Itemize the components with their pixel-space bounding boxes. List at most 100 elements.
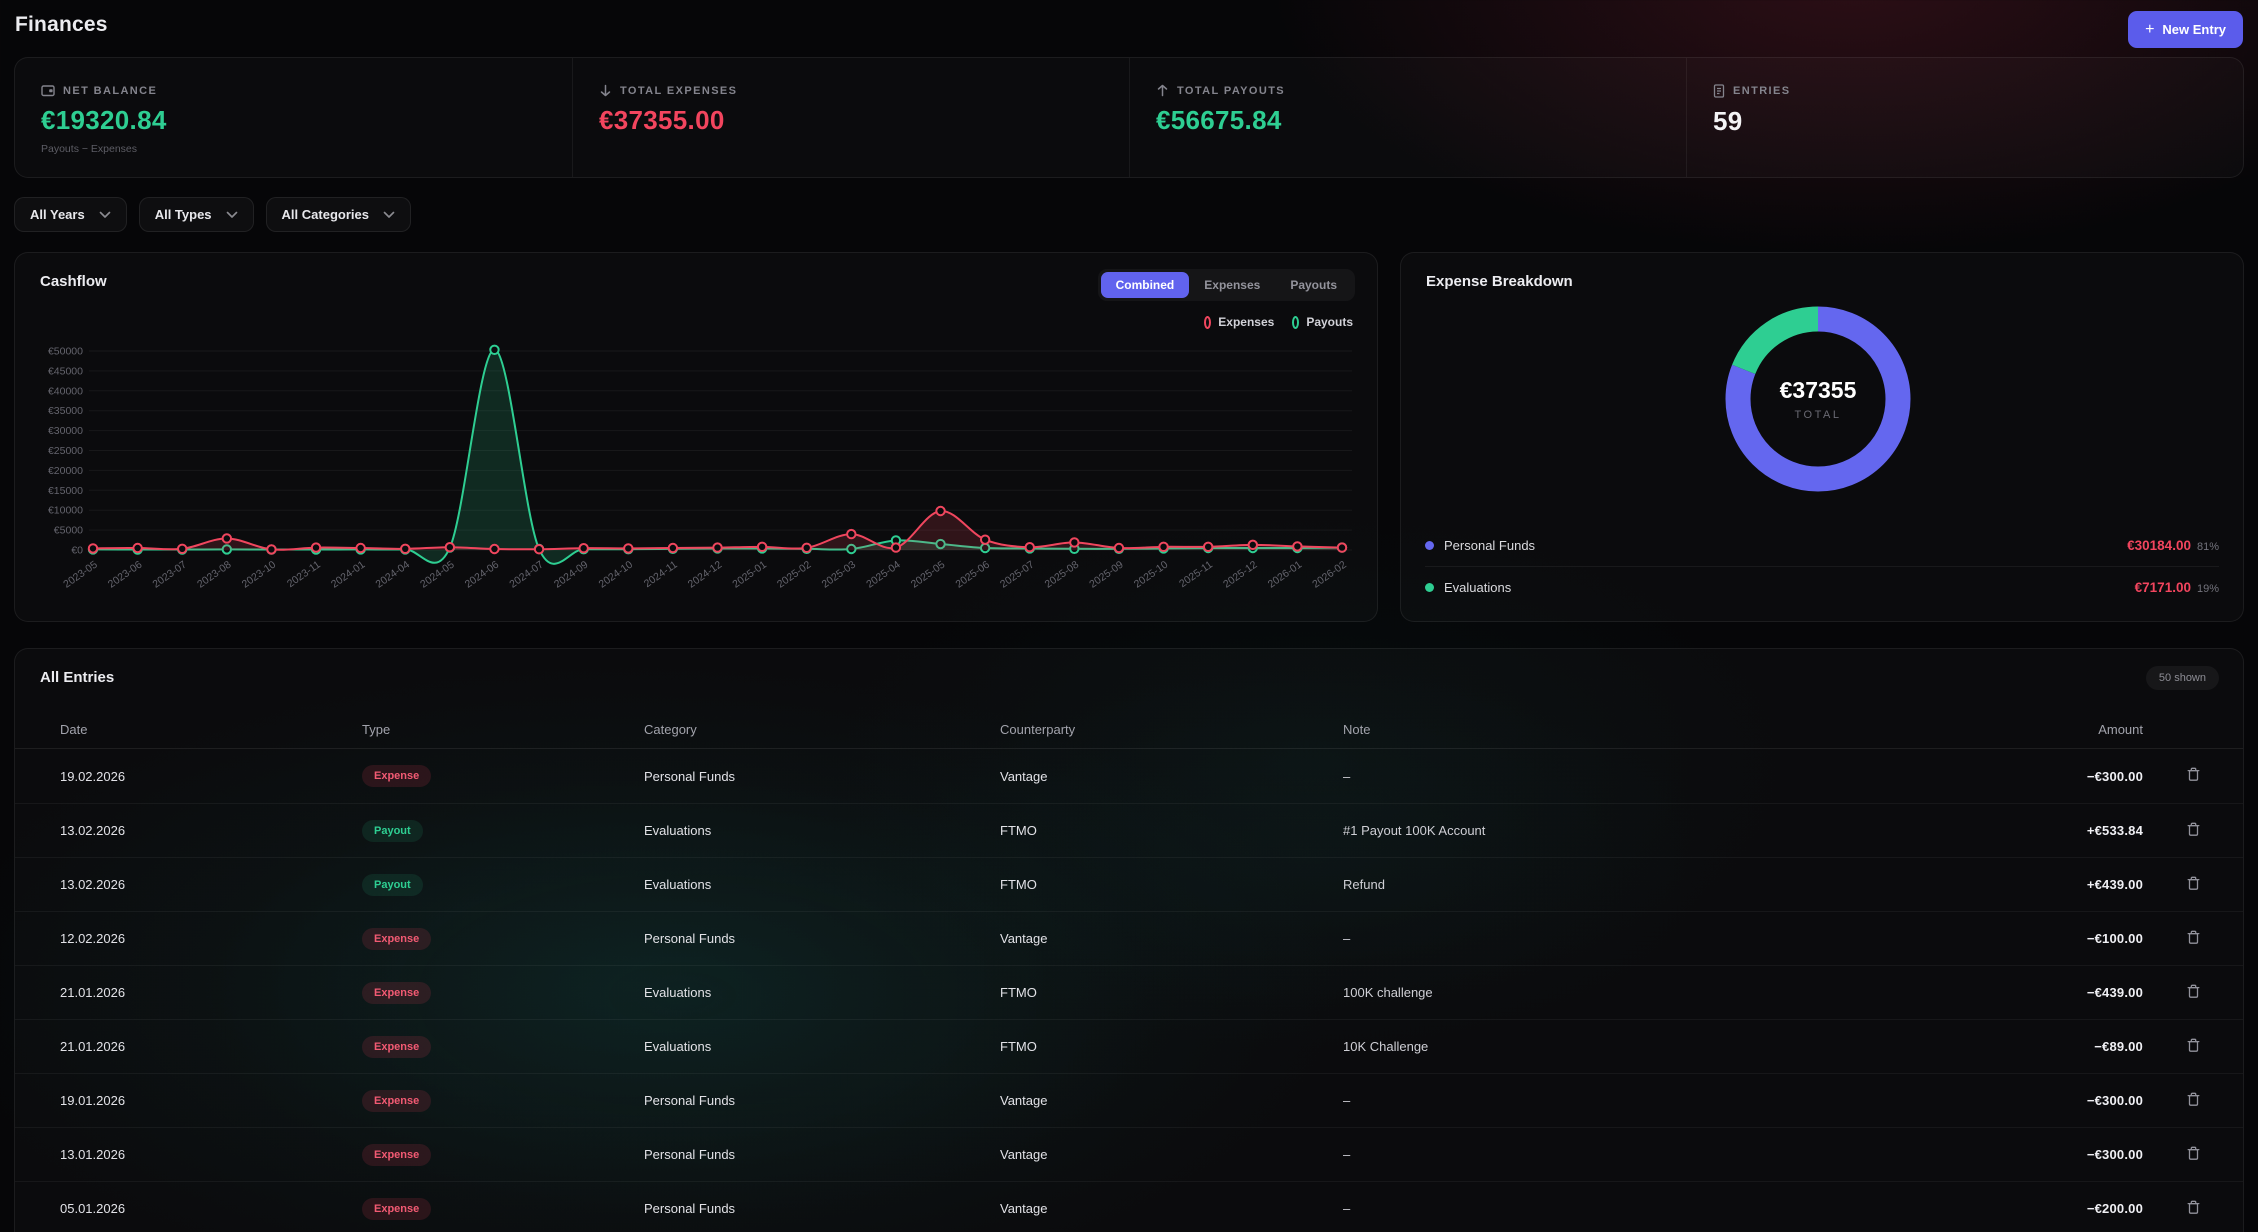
plus-icon: + bbox=[2145, 20, 2155, 38]
svg-text:€40000: €40000 bbox=[48, 385, 83, 397]
arrow-down-icon bbox=[600, 84, 611, 97]
delete-entry-button[interactable] bbox=[2182, 979, 2205, 1007]
svg-text:2024-04: 2024-04 bbox=[374, 559, 413, 591]
svg-text:2026-01: 2026-01 bbox=[1266, 559, 1305, 591]
svg-text:2023-07: 2023-07 bbox=[150, 559, 189, 591]
category-dot-icon bbox=[1425, 541, 1434, 550]
svg-text:2025-02: 2025-02 bbox=[775, 559, 814, 591]
svg-text:2025-08: 2025-08 bbox=[1043, 559, 1082, 591]
svg-text:€45000: €45000 bbox=[48, 365, 83, 377]
filter-label: All Categories bbox=[281, 207, 369, 222]
entry-type-badge: Expense bbox=[362, 1197, 432, 1220]
entry-counterparty: Vantage bbox=[1000, 931, 1048, 946]
stat-value: 59 bbox=[1713, 106, 1743, 136]
svg-text:2024-12: 2024-12 bbox=[686, 559, 725, 591]
column-header-note: Note bbox=[1343, 722, 1371, 737]
svg-text:2023-05: 2023-05 bbox=[61, 559, 100, 591]
table-row: 12.02.2026 Expense Personal Funds Vantag… bbox=[15, 911, 2243, 965]
entry-note: Refund bbox=[1343, 877, 1385, 892]
entry-amount: +€439.00 bbox=[2086, 877, 2143, 892]
entry-counterparty: Vantage bbox=[1000, 1147, 1048, 1162]
delete-entry-button[interactable] bbox=[2182, 1087, 2205, 1115]
entry-note: – bbox=[1343, 1201, 1351, 1216]
list-icon bbox=[1713, 84, 1725, 98]
filter-label: All Years bbox=[30, 207, 85, 222]
chevron-down-icon bbox=[99, 211, 111, 218]
delete-entry-button[interactable] bbox=[2182, 817, 2205, 845]
table-row: 05.01.2026 Expense Personal Funds Vantag… bbox=[15, 1181, 2243, 1232]
new-entry-button[interactable]: + New Entry bbox=[2128, 11, 2243, 48]
filter-dropdown-all-years[interactable]: All Years bbox=[14, 197, 127, 232]
delete-entry-button[interactable] bbox=[2182, 871, 2205, 899]
svg-text:2025-05: 2025-05 bbox=[909, 559, 948, 591]
entry-note: #1 Payout 100K Account bbox=[1343, 823, 1486, 838]
svg-text:2025-01: 2025-01 bbox=[730, 559, 769, 591]
category-label: Evaluations bbox=[1444, 579, 1512, 595]
table-row: 19.01.2026 Expense Personal Funds Vantag… bbox=[15, 1073, 2243, 1127]
wallet-icon bbox=[41, 85, 55, 97]
entry-date: 13.02.2026 bbox=[60, 877, 126, 892]
entry-type-badge: Expense bbox=[362, 1143, 432, 1166]
entry-type-badge: Expense bbox=[362, 765, 432, 787]
category-amount: €7171.00 bbox=[2134, 579, 2191, 595]
entry-counterparty: Vantage bbox=[1000, 768, 1048, 784]
delete-entry-button[interactable] bbox=[2182, 1141, 2205, 1169]
delete-entry-button[interactable] bbox=[2182, 1195, 2205, 1223]
svg-text:2025-03: 2025-03 bbox=[820, 559, 859, 591]
stat-label: ENTRIES bbox=[1733, 85, 1791, 97]
svg-text:2023-06: 2023-06 bbox=[106, 559, 145, 591]
table-body: 19.02.2026 Expense Personal Funds Vantag… bbox=[15, 749, 2243, 1232]
table-row: 13.02.2026 Payout Evaluations FTMO Refun… bbox=[15, 857, 2243, 911]
category-percent: 19% bbox=[2196, 582, 2219, 595]
entry-type-badge: Expense bbox=[362, 927, 432, 950]
svg-text:2025-11: 2025-11 bbox=[1177, 559, 1215, 591]
svg-text:2024-01: 2024-01 bbox=[329, 559, 368, 591]
svg-text:2025-06: 2025-06 bbox=[953, 559, 992, 591]
svg-text:2025-04: 2025-04 bbox=[864, 559, 903, 591]
entry-date: 21.01.2026 bbox=[60, 1039, 126, 1054]
delete-entry-button[interactable] bbox=[2182, 762, 2205, 790]
stat-label: TOTAL PAYOUTS bbox=[1177, 84, 1286, 97]
entry-date: 21.01.2026 bbox=[60, 985, 126, 1000]
entry-date: 12.02.2026 bbox=[60, 931, 126, 946]
breakdown-legend: Personal Funds €30184.00 81% Evaluations €71… bbox=[1425, 525, 2219, 607]
tab-expenses[interactable]: Expenses bbox=[1204, 278, 1261, 292]
entry-amount: −€89.00 bbox=[2094, 1039, 2143, 1054]
category-dot-icon bbox=[1425, 582, 1434, 592]
column-header-amount: Amount bbox=[2098, 722, 2143, 737]
entry-category: Personal Funds bbox=[644, 1147, 736, 1162]
new-entry-label: New Entry bbox=[2162, 22, 2226, 37]
category-amount: €30184.00 bbox=[2127, 538, 2191, 553]
cashflow-tabs: Combined Expenses Payouts bbox=[1097, 269, 1355, 301]
svg-text:2025-09: 2025-09 bbox=[1087, 559, 1126, 591]
legend-ring-icon bbox=[1204, 315, 1212, 329]
table-row: 21.01.2026 Expense Evaluations FTMO 100K… bbox=[15, 965, 2243, 1019]
entry-counterparty: FTMO bbox=[1000, 877, 1037, 892]
entry-counterparty: FTMO bbox=[1000, 823, 1037, 838]
entry-date: 13.02.2026 bbox=[60, 823, 126, 838]
entry-amount: +€533.84 bbox=[2086, 823, 2143, 838]
filter-label: All Types bbox=[154, 207, 212, 222]
trash-icon bbox=[2187, 1092, 2199, 1106]
tab-payouts[interactable]: Payouts bbox=[1290, 278, 1337, 292]
arrow-up-icon bbox=[1157, 84, 1168, 97]
page-title: Finances bbox=[15, 13, 108, 36]
entry-amount: −€100.00 bbox=[2086, 931, 2143, 946]
entry-amount: −€439.00 bbox=[2086, 985, 2143, 1000]
entry-note: – bbox=[1343, 1093, 1351, 1108]
chevron-down-icon bbox=[226, 211, 237, 218]
filter-dropdown-all-categories[interactable]: All Categories bbox=[265, 197, 411, 232]
entry-date: 19.02.2026 bbox=[60, 768, 126, 784]
stat-value: €19320.84 bbox=[41, 105, 167, 135]
tab-combined[interactable]: Combined bbox=[1100, 272, 1190, 298]
delete-entry-button[interactable] bbox=[2182, 925, 2205, 953]
entry-date: 19.01.2026 bbox=[60, 1093, 126, 1108]
entry-amount: −€200.00 bbox=[2086, 1201, 2143, 1216]
entry-category: Personal Funds bbox=[644, 768, 736, 784]
filter-dropdown-all-types[interactable]: All Types bbox=[138, 197, 254, 232]
svg-text:2023-11: 2023-11 bbox=[285, 559, 323, 591]
stat-total-payouts: TOTAL PAYOUTS €56675.84 bbox=[1129, 58, 1686, 177]
svg-text:2025-07: 2025-07 bbox=[998, 559, 1037, 591]
delete-entry-button[interactable] bbox=[2182, 1033, 2205, 1061]
